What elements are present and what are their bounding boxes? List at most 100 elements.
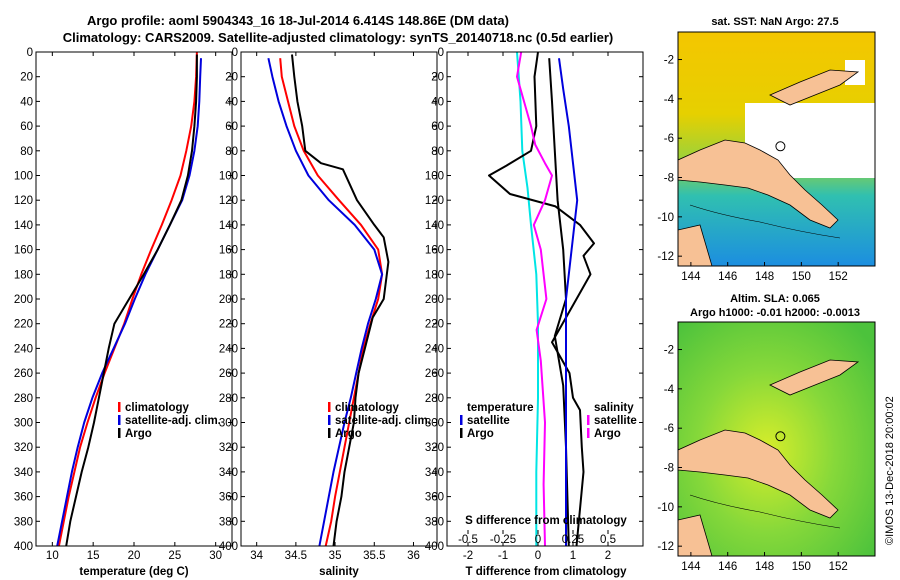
- legend-swatch-satellite-adj: [118, 415, 121, 425]
- legend-diff-temperature: temperature: [467, 402, 533, 414]
- y-tick-label: 320: [219, 442, 238, 454]
- sst-map-panel: sat. SST: NaN Argo: 27.5: [657, 16, 876, 283]
- argo-position-marker: [775, 431, 786, 442]
- series-argo: [65, 54, 198, 547]
- temperature-panel: 0 20 40 60 80 100 120 140 160 180 200 220 240 260 280 3…: [14, 47, 233, 578]
- legend-climatology: climatology: [125, 402, 190, 414]
- y-tick-label: 360: [14, 492, 33, 504]
- x-tick-label: 34: [250, 550, 263, 562]
- sst-map-field: [678, 32, 875, 266]
- difference-x2label: S difference from climatology: [465, 515, 627, 527]
- y-tick-label: 280: [425, 393, 444, 405]
- y-tick-label: 240: [219, 343, 238, 355]
- series-salinity-argo: [548, 58, 570, 547]
- sla-map-frame: [677, 321, 876, 557]
- salinity-legend: climatology satellite-adj. clim. Argo: [328, 402, 431, 440]
- sla-map-ticks: 144 146 148 150 152 -2 -4 -6 -8 -10 -12: [657, 345, 847, 573]
- difference-ticks: 0204060801001201401601802002202402602803…: [425, 47, 643, 562]
- difference-panel: 0204060801001201401601802002202402602803…: [425, 47, 644, 578]
- map-x-tick-label: 150: [792, 271, 811, 283]
- series-temperature-satellite: [516, 51, 539, 546]
- y-tick-label: 200: [425, 294, 444, 306]
- y-tick-label: 200: [14, 294, 33, 306]
- y-tick-label: 200: [219, 294, 238, 306]
- salinity-panel: 0 20 40 60 80 100 120 140 160 180 200 220 240 260 280 3…: [219, 47, 438, 578]
- map-x-tick-label: 146: [718, 561, 737, 573]
- salinity-ticks: 0 20 40 60 80 100 120 140 160 180 200 220 240 260 280 3…: [219, 47, 437, 562]
- land-new-guinea: [678, 429, 839, 519]
- x-tick-label: 35.5: [363, 550, 385, 562]
- y-tick-label: 340: [425, 467, 444, 479]
- map-x-tick-label: 152: [829, 561, 848, 573]
- legend-s-satellite: satellite: [594, 415, 637, 427]
- y-tick-label: 360: [425, 492, 444, 504]
- y-tick-label: 0: [232, 47, 238, 59]
- y-tick-label: 400: [219, 541, 238, 553]
- x-tick-label: 30: [209, 550, 222, 562]
- map-x-tick-label: 150: [792, 561, 811, 573]
- series-temperature-argo: [488, 51, 595, 547]
- y-tick-label: 160: [14, 245, 33, 257]
- series-climatology: [57, 51, 198, 547]
- temperature-legend: climatology satellite-adj. clim. Argo: [118, 402, 221, 440]
- map-x-tick-label: 144: [681, 561, 701, 573]
- y-tick-label: 140: [425, 220, 444, 232]
- map-y-tick-label: -6: [664, 423, 674, 435]
- temperature-ticks: 0 20 40 60 80 100 120 140 160 180 200 220 240 260 280 3…: [14, 47, 232, 562]
- map-x-tick-label: 148: [755, 561, 774, 573]
- legend-swatch-argo: [118, 428, 121, 438]
- legend-swatch-t-satellite: [460, 415, 463, 425]
- y-tick-label: 320: [425, 442, 444, 454]
- sst-map-title: sat. SST: NaN Argo: 27.5: [711, 16, 838, 28]
- y-tick-label: 60: [225, 121, 238, 133]
- series-satellite-adj-clim-: [56, 58, 202, 547]
- y-tick-label: 280: [219, 393, 238, 405]
- y-tick-label: 80: [431, 146, 444, 158]
- map-y-tick-label: -4: [664, 384, 675, 396]
- salinity-plot-area: [267, 54, 390, 547]
- x-tick-label: 0: [535, 550, 541, 562]
- series-climatology: [279, 58, 384, 547]
- difference-plot-area: [488, 51, 595, 547]
- y-tick-label: 180: [219, 269, 238, 281]
- x-tick-label: -1: [498, 550, 508, 562]
- y-tick-label: 120: [14, 195, 33, 207]
- sla-map-title: Altim. SLA: 0.065: [730, 293, 820, 305]
- x-tick-label: 34.5: [285, 550, 307, 562]
- y-tick-label: 160: [425, 245, 444, 257]
- legend-t-argo: Argo: [467, 428, 494, 440]
- x-tick-label: 25: [168, 550, 181, 562]
- y-tick-label: 140: [14, 220, 33, 232]
- temperature-xlabel: temperature (deg C): [79, 566, 188, 578]
- map-x-tick-label: 148: [755, 271, 774, 283]
- y-tick-label: 220: [219, 319, 238, 331]
- imos-credit: ©IMOS 13-Dec-2018 20:00:02: [884, 396, 896, 545]
- y-tick-label: 340: [14, 467, 33, 479]
- title-line2: Climatology: CARS2009. Satellite-adjuste…: [63, 30, 614, 45]
- y-tick-label: 180: [14, 269, 33, 281]
- map-y-tick-label: -12: [657, 541, 674, 553]
- title-line1: Argo profile: aoml 5904343_16 18-Jul-201…: [87, 13, 509, 28]
- y-tick-label: 60: [431, 121, 444, 133]
- land-new-guinea: [678, 139, 839, 229]
- y-tick-label: 380: [219, 516, 238, 528]
- legend-swatch-climatology: [118, 402, 121, 412]
- sst-map-ticks: 144 146 148 150 152 -2 -4 -6 -8 -10 -12: [657, 55, 847, 283]
- y-tick-label: 100: [219, 171, 238, 183]
- y-tick-label: 0: [27, 47, 33, 59]
- y-tick-label: 340: [219, 467, 238, 479]
- map-y-tick-label: -4: [664, 94, 675, 106]
- sla-map-subtitle: Argo h1000: -0.01 h2000: -0.0013: [690, 307, 860, 319]
- legend-t-satellite: satellite: [467, 415, 510, 427]
- series-satellite-adj-clim-: [267, 57, 384, 547]
- temperature-plot-area: [56, 51, 202, 547]
- land-australia: [678, 224, 713, 266]
- y-tick-label: 240: [425, 343, 444, 355]
- y-tick-label: 260: [219, 368, 238, 380]
- legend-swatch-argo: [328, 428, 331, 438]
- land-new-britain: [769, 359, 860, 396]
- sla-map-panel: Altim. SLA: 0.065 Argo h1000: -0.01 h200…: [657, 293, 876, 573]
- y-tick-label: 40: [431, 96, 444, 108]
- x-tick-label: 2: [605, 550, 611, 562]
- difference-xlabel: T difference from climatology: [465, 566, 627, 578]
